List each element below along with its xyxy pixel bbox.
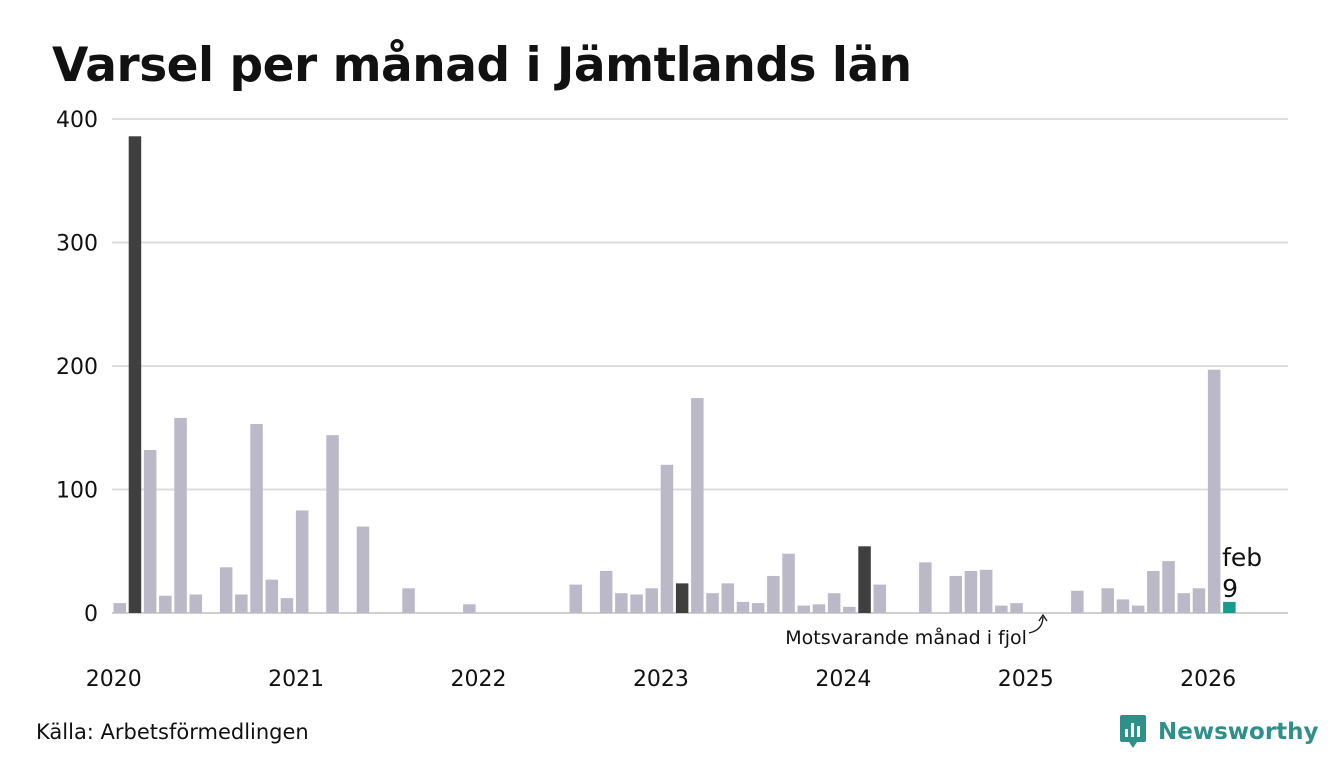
bar: [402, 588, 415, 613]
bar: [660, 464, 674, 613]
bar: [706, 593, 719, 613]
bar: [919, 562, 932, 613]
x-tick-label: 2022: [451, 667, 507, 692]
bar: [736, 601, 750, 613]
bar: [463, 604, 476, 613]
bar: [615, 593, 628, 613]
bar: [949, 575, 962, 613]
bar: [569, 584, 582, 613]
bar: [174, 417, 187, 613]
bar: [995, 605, 1008, 613]
bar: [797, 605, 810, 613]
annotation-arrowhead: [1038, 613, 1048, 622]
bar: [1116, 599, 1130, 613]
bar: [219, 567, 233, 613]
bar: [979, 569, 993, 613]
brand-name: Newsworthy: [1158, 719, 1319, 745]
bar: [843, 606, 856, 613]
x-axis-ticks: 2020 2021 2022 2023 2024 2025 2026: [86, 667, 1236, 692]
current-month-label: feb: [1222, 543, 1262, 572]
bar: [1010, 603, 1023, 613]
annotations: Motsvarande månad i fjol feb 9: [785, 543, 1262, 649]
bar: [630, 594, 643, 613]
bar: [1207, 369, 1221, 613]
same-month-bar: [675, 583, 689, 613]
bar: [189, 594, 202, 613]
annotation-arrow: [1028, 616, 1044, 634]
y-tick-label: 100: [56, 479, 98, 504]
y-tick-label: 300: [56, 232, 98, 257]
bar: [250, 424, 263, 613]
bar: [767, 575, 780, 613]
bar: [827, 593, 841, 613]
bar: [265, 579, 278, 613]
chart-title: Varsel per månad i Jämtlands län: [52, 38, 912, 93]
bar: [159, 595, 172, 613]
x-tick-label: 2026: [1180, 667, 1236, 692]
bar: [964, 571, 978, 613]
bar: [751, 603, 765, 613]
bar: [1131, 605, 1145, 613]
bar: [812, 604, 826, 613]
bar: [113, 603, 126, 613]
bar: [1147, 571, 1160, 613]
bar: [782, 553, 795, 613]
bar: [1162, 561, 1175, 613]
bar: [326, 435, 339, 613]
bar: [645, 588, 658, 613]
newsworthy-logo-icon: [1120, 715, 1146, 748]
bar: [356, 526, 370, 613]
bar: [721, 583, 734, 613]
bar: [1192, 588, 1206, 613]
same-month-last-year-annotation: Motsvarande månad i fjol: [785, 626, 1027, 649]
bar: [280, 598, 294, 613]
bar: [235, 594, 248, 613]
bar: [143, 449, 157, 613]
y-tick-label: 400: [56, 108, 98, 133]
x-tick-label: 2025: [998, 667, 1054, 692]
y-tick-label: 0: [84, 602, 98, 627]
bar: [599, 571, 613, 613]
bar: [691, 398, 704, 613]
current-value-label: 9: [1222, 574, 1238, 603]
y-axis-ticks: 0 100 200 300 400: [56, 108, 98, 627]
brand-logo[interactable]: Newsworthy: [1118, 714, 1319, 750]
source-label: Källa: Arbetsförmedlingen: [36, 720, 309, 744]
bar: [1101, 588, 1114, 613]
x-tick-label: 2020: [86, 667, 142, 692]
x-tick-label: 2023: [633, 667, 689, 692]
x-tick-label: 2024: [815, 667, 871, 692]
bar: [1177, 593, 1190, 613]
current-month-bar: [1223, 601, 1236, 613]
bar: [1071, 590, 1084, 613]
same-month-bar: [858, 546, 871, 613]
bar: [873, 584, 886, 613]
x-tick-label: 2021: [268, 667, 324, 692]
same-month-bar: [128, 136, 142, 614]
bar: [295, 510, 309, 613]
y-tick-label: 200: [56, 355, 98, 380]
bars: [113, 136, 1236, 614]
